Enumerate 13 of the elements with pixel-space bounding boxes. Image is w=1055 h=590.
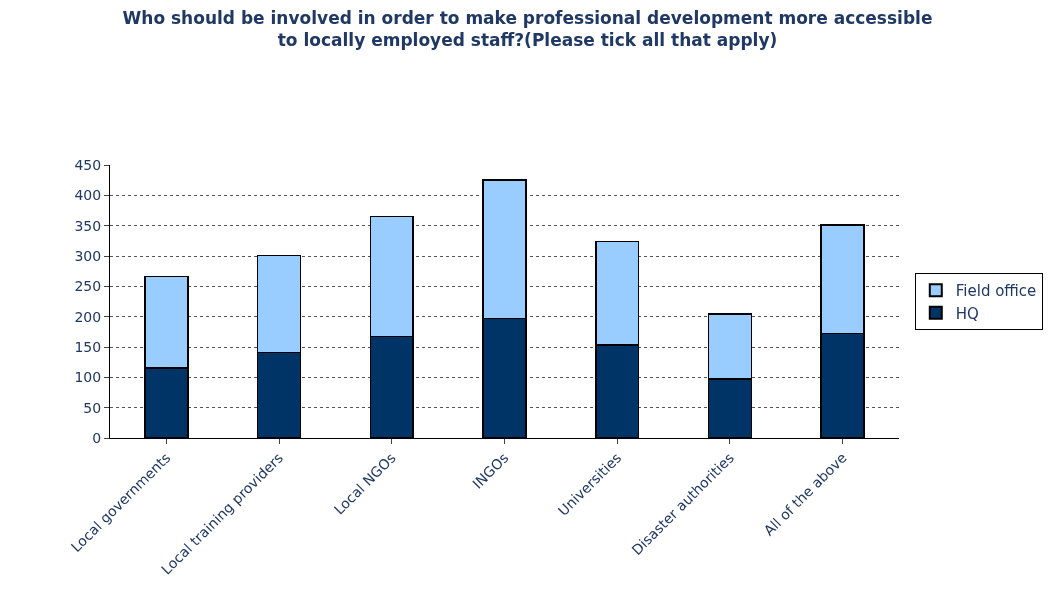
y-tick-label: 300 (74, 247, 102, 264)
y-tick-label: 50 (83, 399, 102, 416)
y-tick-label: 450 (74, 156, 102, 173)
y-tick-label: 0 (92, 429, 102, 446)
y-tick-label: 150 (74, 338, 102, 355)
y-tick-label: 100 (74, 369, 102, 386)
y-tick-label: 350 (74, 217, 102, 234)
legend-label: Field office (955, 282, 1037, 301)
legend-label: HQ (955, 304, 979, 323)
y-tick-label: 250 (74, 278, 102, 295)
y-tick-label: 200 (74, 308, 102, 325)
y-tick-label: 400 (74, 187, 102, 204)
chart-title: Who should be involved in order to make professional development more accessible to locally employed staff?(Please tick all that apply) (122, 7, 933, 50)
